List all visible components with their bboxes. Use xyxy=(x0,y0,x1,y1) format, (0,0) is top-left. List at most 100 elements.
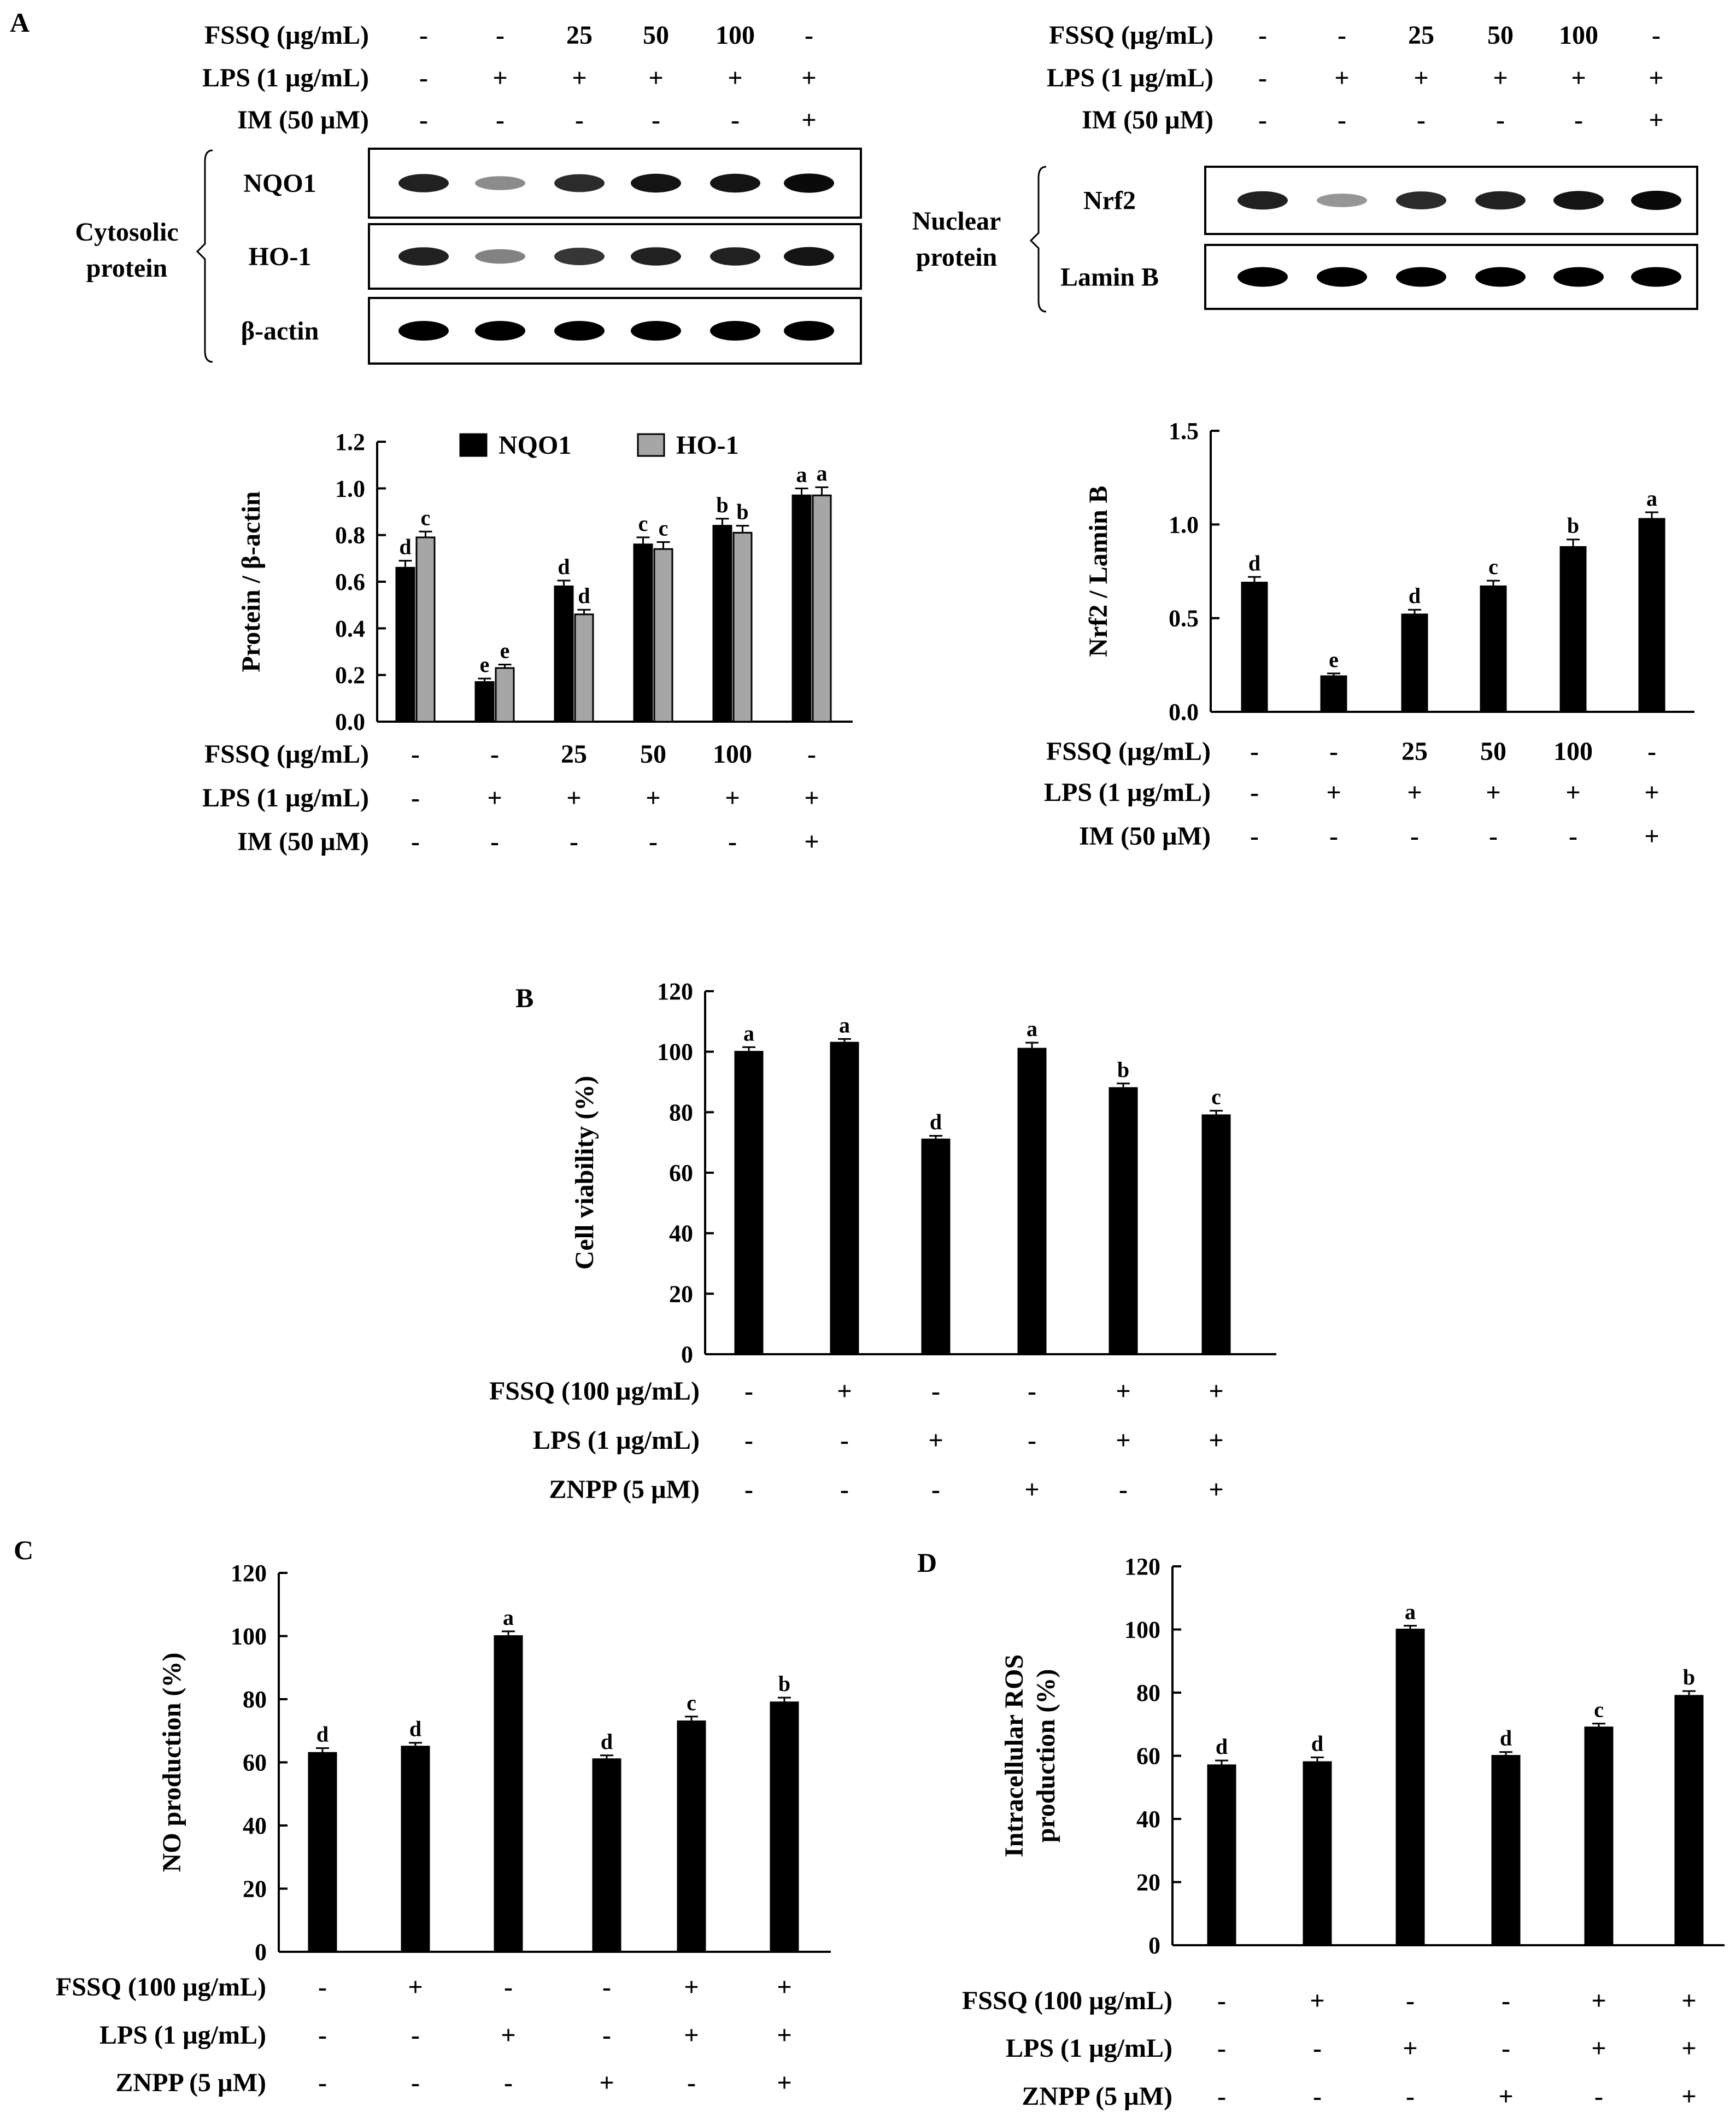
chart-B-treatment-label-1: LPS (1 µg/mL) xyxy=(533,1426,700,1455)
chart-D-treatment-label-0: FSSQ (100 µg/mL) xyxy=(962,1986,1172,2015)
significance-letter: c xyxy=(421,505,431,530)
blot-row-label-HO-1: HO-1 xyxy=(249,242,312,271)
bar-HO-1-2 xyxy=(574,613,594,723)
blot-cytosolic-treatment-sign-1-2: + xyxy=(572,63,587,92)
chart-B-treatment-sign-2-1: - xyxy=(840,1475,849,1504)
chart-B-treatment-sign-1-4: + xyxy=(1116,1426,1130,1455)
band-Nrf2-1 xyxy=(1317,194,1367,207)
significance-letter: d xyxy=(1311,1731,1323,1756)
chart-B-treatment-sign-2-4: - xyxy=(1119,1475,1128,1504)
y-tick-label: 40 xyxy=(1136,1806,1160,1833)
chart-C-treatment-sign-2-3: + xyxy=(599,2068,614,2097)
y-tick-label: 1.5 xyxy=(1169,418,1199,444)
significance-letter: a xyxy=(839,1013,850,1037)
significance-letter: b xyxy=(1567,513,1579,538)
y-tick-label: 20 xyxy=(243,1876,267,1903)
blot-nuclear-treatment-label-2: IM (50 µM) xyxy=(1082,106,1213,134)
y-tick-label: 0.5 xyxy=(1169,605,1199,632)
blot-cytosolic-treatment-sign-0-0: - xyxy=(419,21,428,50)
bar-Nrf2-3 xyxy=(1480,585,1507,713)
blot-cytosolic-treatment-sign-1-0: - xyxy=(419,63,428,92)
bar-Nrf2-1 xyxy=(1320,675,1347,713)
bar-NQO1-1 xyxy=(474,681,495,723)
panel-label-a: A xyxy=(10,7,30,38)
y-tick-label: 100 xyxy=(1124,1617,1160,1643)
chart-D-treatment-sign-1-1: - xyxy=(1313,2034,1322,2063)
chart-C-treatment-sign-1-5: + xyxy=(777,2021,791,2050)
bar-Cell viability-4 xyxy=(1109,1087,1138,1355)
chart-A-right-treatment-sign-0-2: 25 xyxy=(1401,737,1428,766)
chart-D-treatment-sign-1-5: + xyxy=(1681,2034,1696,2063)
chart-C-treatment-sign-2-0: - xyxy=(318,2068,327,2097)
bar-HO-1-5 xyxy=(812,494,832,723)
band-Nrf2-2 xyxy=(1396,191,1446,209)
chart-D-treatment-label-1: LPS (1 µg/mL) xyxy=(1006,2034,1172,2063)
chart-A-right-treatment-sign-1-3: + xyxy=(1486,778,1500,807)
y-tick-label: 1.0 xyxy=(335,475,365,502)
chart-A-right-treatment-sign-1-5: + xyxy=(1644,778,1659,807)
bar-Cell viability-2 xyxy=(921,1138,951,1355)
chart-B-treatment-sign-2-5: + xyxy=(1209,1475,1223,1504)
blot-cytosolic-treatment-sign-0-2: 25 xyxy=(566,21,593,50)
chart-A-right-treatment-label-2: IM (50 µM) xyxy=(1079,822,1211,851)
chart-D-treatment-sign-0-1: + xyxy=(1310,1986,1324,2015)
band-Nrf2-5 xyxy=(1631,190,1681,210)
chart-D-treatment-label-2: ZNPP (5 µM) xyxy=(1022,2082,1172,2111)
chart-A-left-treatment-sign-2-4: - xyxy=(728,827,737,856)
panel-label-b: B xyxy=(515,982,533,1013)
bar-NQO1-4 xyxy=(712,525,732,723)
blot-nuclear-treatment-sign-0-1: - xyxy=(1338,21,1346,50)
bar-NQO1-5 xyxy=(791,494,812,723)
y-axis-title: NO production (%) xyxy=(157,1653,186,1873)
chart-A-left-treatment-sign-1-5: + xyxy=(804,783,819,812)
chart-A-left-treatment-sign-2-1: - xyxy=(490,827,499,856)
bar-NO production-0 xyxy=(308,1752,337,1953)
chart-A-left-treatment-sign-1-0: - xyxy=(411,783,420,812)
significance-letter: e xyxy=(1329,647,1339,672)
chart-A-right-treatment-label-0: FSSQ (µg/mL) xyxy=(1046,737,1211,766)
chart-A-left-treatment-sign-0-4: 100 xyxy=(713,740,752,769)
band-HO-1-2 xyxy=(554,248,605,265)
y-axis-title: Nrf2 / Lamin B xyxy=(1084,485,1113,657)
chart-C-treatment-sign-1-3: - xyxy=(602,2021,611,2050)
y-tick-label: 40 xyxy=(243,1812,267,1839)
blot-nuclear-treatment-sign-0-3: 50 xyxy=(1487,21,1514,50)
chart-D-treatment-sign-0-0: - xyxy=(1217,1986,1226,2015)
chart-A-left-treatment-sign-2-5: + xyxy=(804,827,819,856)
bar-NQO1-0 xyxy=(395,566,415,723)
chart-C-treatment-sign-0-2: - xyxy=(504,1973,513,2002)
chart-D-treatment-sign-0-4: + xyxy=(1591,1986,1606,2015)
bar-NO production-4 xyxy=(677,1720,706,1953)
band-Nrf2-0 xyxy=(1238,191,1288,210)
chart-D-treatment-sign-2-0: - xyxy=(1217,2082,1226,2111)
chart-B-treatment-sign-1-5: + xyxy=(1209,1426,1223,1455)
y-tick-label: 80 xyxy=(669,1099,693,1126)
chart-A-left-treatment-sign-1-1: + xyxy=(487,783,502,812)
chart-C-treatment-sign-1-2: + xyxy=(501,2021,515,2050)
band-Nrf2-3 xyxy=(1475,191,1526,210)
bar-Intracellular ROS-2 xyxy=(1395,1629,1425,1946)
blot-cytosolic-treatment-sign-1-3: + xyxy=(648,63,663,92)
bar-HO-1-0 xyxy=(415,536,436,723)
bar-Intracellular ROS-5 xyxy=(1674,1695,1704,1946)
y-tick-label: 100 xyxy=(231,1623,267,1650)
bar-NO production-1 xyxy=(401,1746,430,1953)
band-HO-1-3 xyxy=(631,247,681,266)
bar-HO-1-3 xyxy=(653,548,673,723)
significance-letter: b xyxy=(778,1671,790,1696)
significance-letter: d xyxy=(601,1729,613,1754)
group-label-line-1: protein xyxy=(86,254,167,283)
chart-C-treatment-sign-1-0: - xyxy=(318,2021,327,2050)
significance-letter: a xyxy=(503,1605,514,1630)
y-tick-label: 60 xyxy=(669,1160,693,1186)
band-NQO1-5 xyxy=(784,173,834,193)
bar-Cell viability-1 xyxy=(830,1041,859,1355)
blot-frame-β-actin xyxy=(368,297,862,365)
y-axis-title: Protein / β-actin xyxy=(237,491,266,672)
band-β-actin-3 xyxy=(631,321,681,341)
group-brace xyxy=(196,149,213,363)
blot-nuclear-treatment-sign-0-5: - xyxy=(1652,21,1661,50)
chart-B-treatment-label-0: FSSQ (100 µg/mL) xyxy=(489,1377,700,1406)
bar-NO production-5 xyxy=(770,1701,799,1953)
